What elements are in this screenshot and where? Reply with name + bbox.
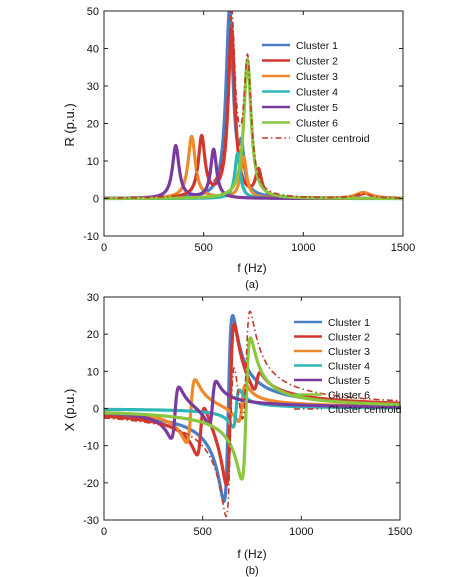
panel-a-legend-label-3: Cluster 3 xyxy=(296,71,338,83)
panel-a-ytick-label: -10 xyxy=(83,231,99,243)
panel-b-reactance-chart: X (p.u.) f (Hz) (b) 0 500 1000 1500 -30 -20 -1… xyxy=(62,292,412,577)
panel-b-xtick-label: 500 xyxy=(193,526,211,538)
panel-a-caption: (a) xyxy=(245,279,258,291)
panel-a-legend-label-4: Cluster 4 xyxy=(296,87,338,99)
panel-a-xtick-label: 1000 xyxy=(291,242,315,254)
panel-b-ytick-label: -30 xyxy=(83,515,99,527)
panel-a-legend-label-1: Cluster 1 xyxy=(296,40,338,52)
panel-b-ytick-label: -20 xyxy=(83,478,99,490)
panel-b-caption: (b) xyxy=(245,565,258,577)
panel-a-series-group xyxy=(104,11,403,201)
panel-b-ytick-label: 30 xyxy=(87,292,99,304)
panel-a-ytick-label: 20 xyxy=(87,119,99,131)
panel-a-series-line-1 xyxy=(104,11,403,200)
panel-a-xtick-label: 1500 xyxy=(391,242,415,254)
panel-b-series-line-5 xyxy=(104,379,400,440)
panel-b-series-group xyxy=(104,310,400,518)
panel-b-ytick-label: 10 xyxy=(87,366,99,378)
panel-a-series-line-6 xyxy=(104,58,403,200)
panel-b-legend-label-1: Cluster 1 xyxy=(328,317,370,329)
panel-a-series-line-7 xyxy=(104,11,403,199)
panel-a-ylabel: R (p.u.) xyxy=(62,103,77,146)
panel-a-legend-label-2: Cluster 2 xyxy=(296,56,338,68)
panel-b-legend: Cluster 1 Cluster 2 Cluster 3 Cluster 4 Clus… xyxy=(294,317,402,416)
panel-b-xtick-label: 1000 xyxy=(289,526,313,538)
panel-a-ytick-label: 10 xyxy=(87,156,99,168)
panel-a-legend: Cluster 1 Cluster 2 Cluster 3 Cluster 4 Clus… xyxy=(262,40,370,145)
panel-b-xtick-label: 0 xyxy=(101,526,107,538)
panel-b-xtick-label: 1500 xyxy=(388,526,412,538)
panel-b-legend-label-3: Cluster 3 xyxy=(328,346,370,358)
panel-b-xlabel: f (Hz) xyxy=(237,547,266,561)
panel-a-legend-label-5: Cluster 5 xyxy=(296,102,338,114)
panel-a-series-line-2 xyxy=(104,26,403,200)
panel-a-xtick-label: 0 xyxy=(101,242,107,254)
panel-b-ytick-label: -10 xyxy=(83,441,99,453)
panel-a-xtick-label: 500 xyxy=(194,242,212,254)
panel-a-resistance-chart: R (p.u.) f (Hz) (a) 0 500 1000 1500-1001020… xyxy=(62,6,415,291)
panel-a-legend-label-7: Cluster centroid xyxy=(296,133,370,145)
panel-a-xlabel: f (Hz) xyxy=(237,261,266,275)
panel-a-plot-frame xyxy=(103,10,404,237)
panel-b-ytick-label: 20 xyxy=(87,329,99,341)
panel-b-legend-label-7: Cluster centroid xyxy=(328,404,402,416)
panel-b-ytick-label: 0 xyxy=(93,404,99,416)
panel-b-series-line-6 xyxy=(104,336,400,481)
panel-b-legend-label-6: Cluster 6 xyxy=(328,390,370,402)
panel-a-legend-label-6: Cluster 6 xyxy=(296,118,338,130)
panel-a-ytick-label: 30 xyxy=(87,81,99,93)
panel-b-legend-label-5: Cluster 5 xyxy=(328,375,370,387)
panel-b-series-line-7 xyxy=(104,310,400,518)
panel-a-ytick-label: 40 xyxy=(87,44,99,56)
panel-b-ylabel: X (p.u.) xyxy=(62,389,77,432)
panel-a-ytick-label: 50 xyxy=(87,6,99,18)
panel-b-legend-label-4: Cluster 4 xyxy=(328,361,370,373)
panel-b-legend-label-2: Cluster 2 xyxy=(328,332,370,344)
panel-a-ytick-label: 0 xyxy=(93,194,99,206)
